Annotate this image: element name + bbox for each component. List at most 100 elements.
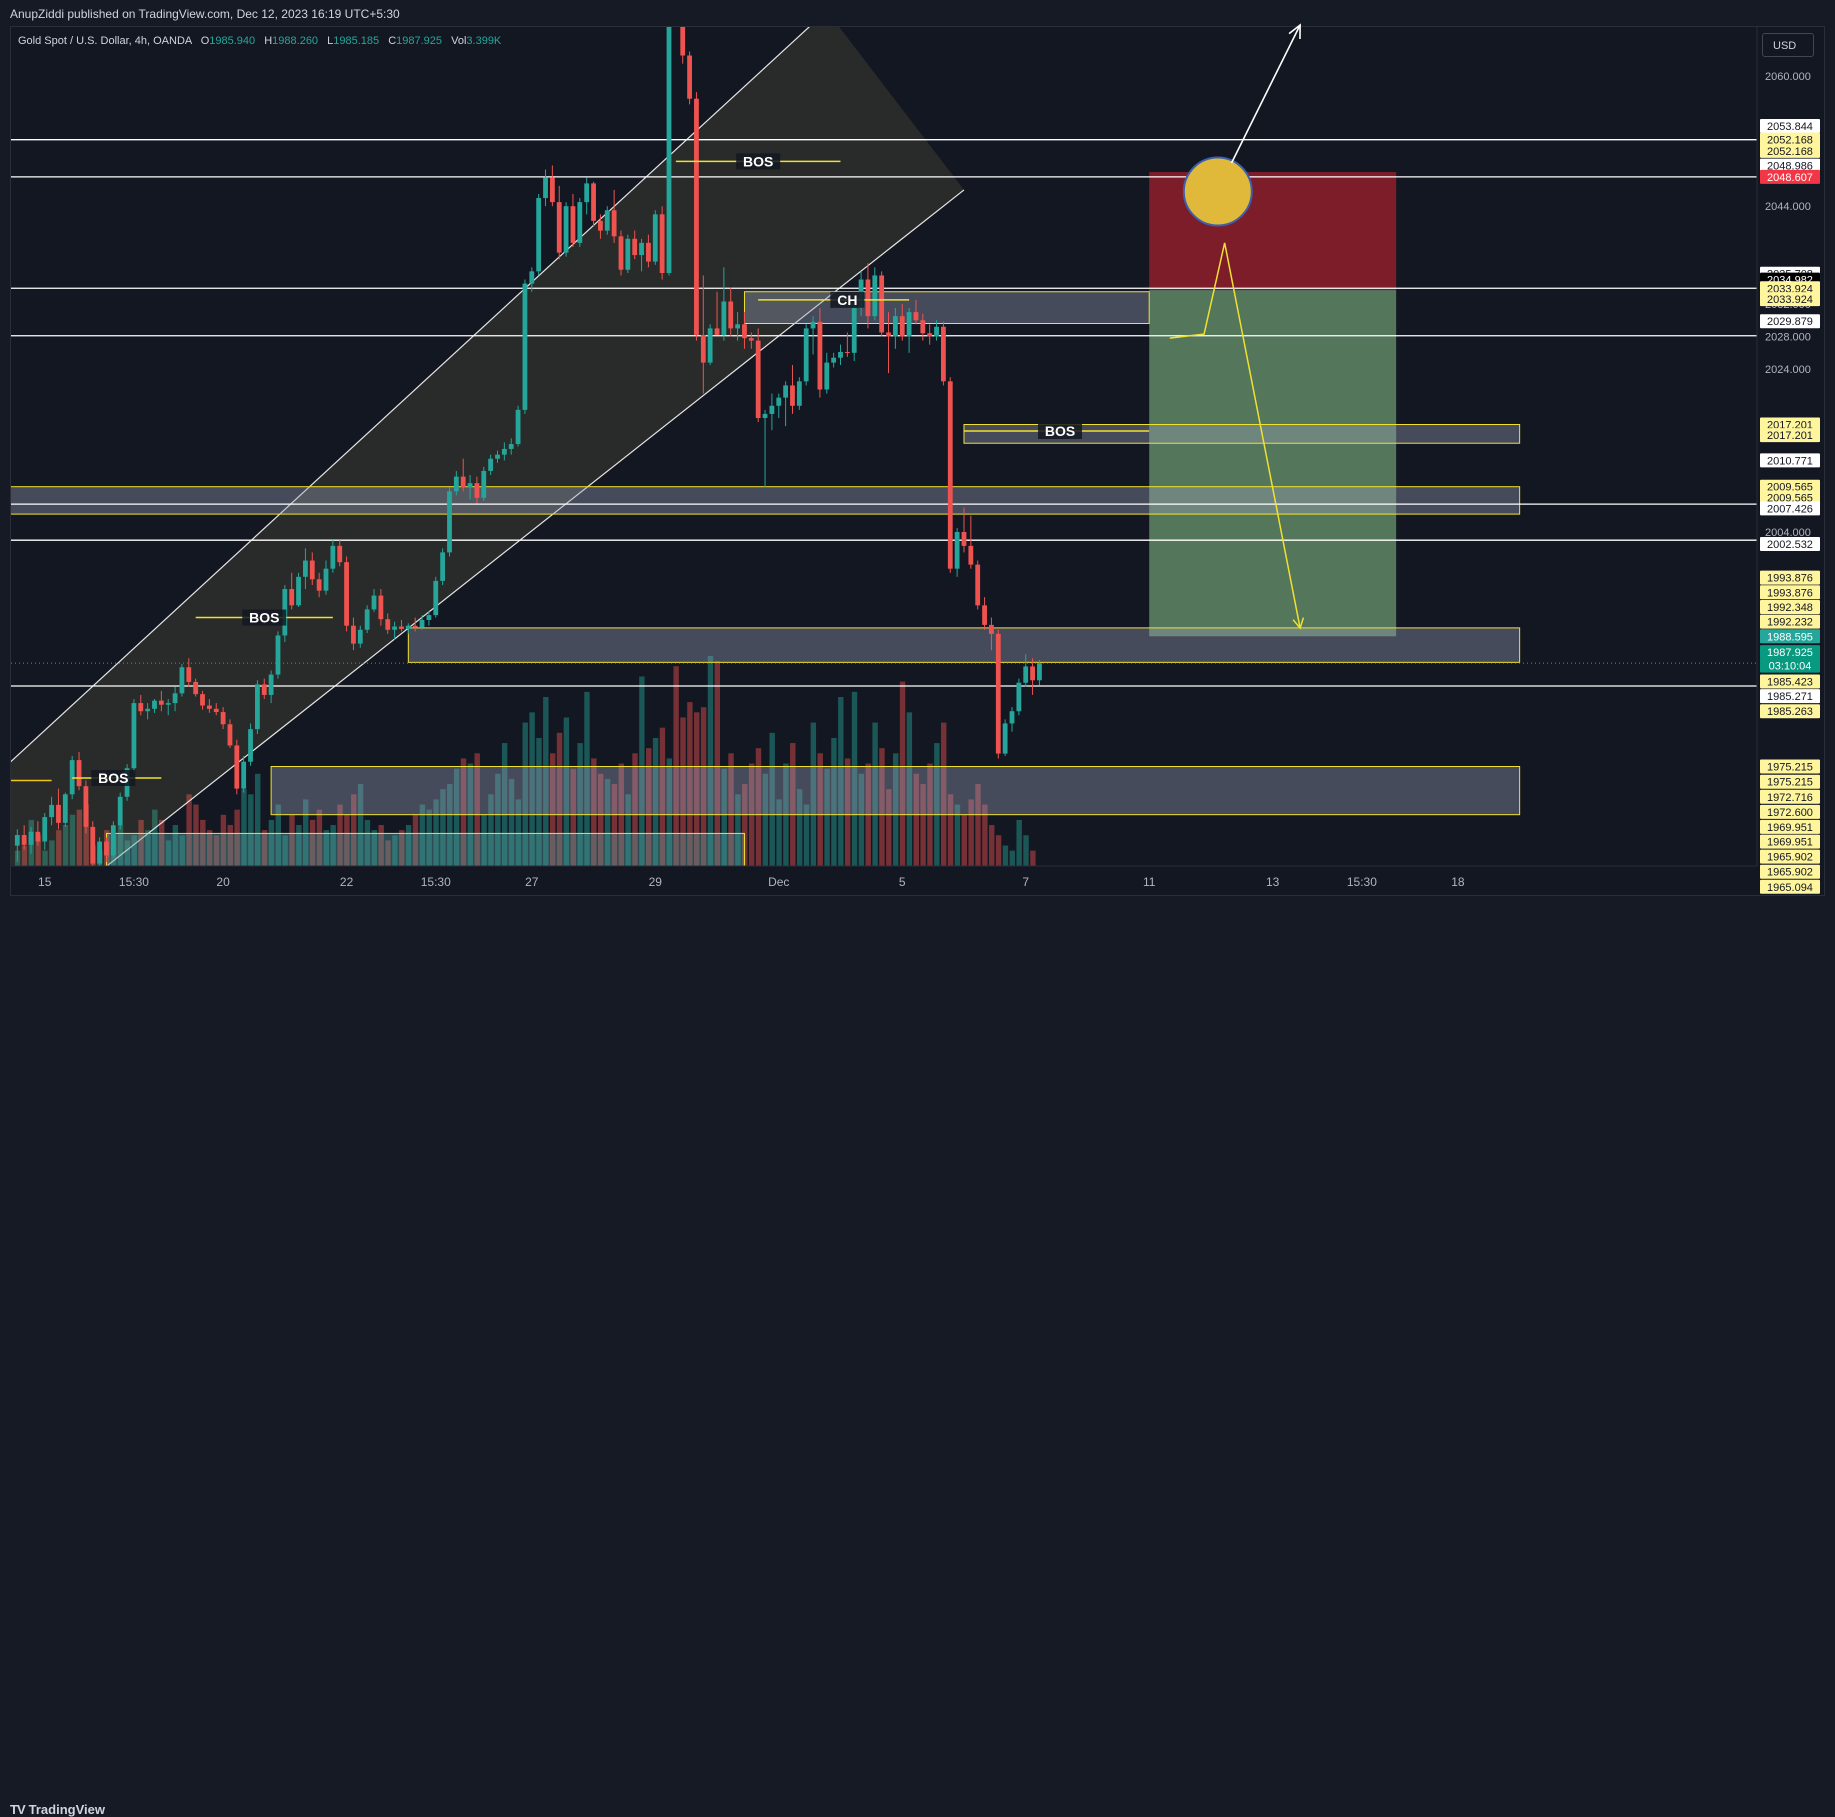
candle-body <box>419 620 425 628</box>
candle-body <box>440 552 446 581</box>
structure-label: BOS <box>1045 423 1075 439</box>
time-axis-tick: 22 <box>340 875 354 889</box>
tradingview-logo-icon: TV <box>10 1802 26 1817</box>
volume-bar <box>906 712 913 866</box>
structure-label-bg <box>736 153 781 170</box>
structure-label: CH <box>837 292 857 308</box>
volume-bar <box>584 691 590 866</box>
volume-bar <box>364 819 371 866</box>
candlestick-chart[interactable]: BOSCHBOSBOSBOS2060.0002044.0002032.00020… <box>0 0 1835 931</box>
candle-body <box>364 609 370 630</box>
candle-body <box>165 703 171 705</box>
volume-bar <box>419 804 426 866</box>
candle-body <box>735 324 740 329</box>
price-tag <box>1760 292 1820 307</box>
volume-bar <box>817 753 823 866</box>
structure-label-bg <box>242 609 287 626</box>
volume-bar <box>831 737 837 866</box>
low-label: L <box>327 35 334 47</box>
volume-bar <box>995 835 1002 866</box>
price-axis-tick: 2028.000 <box>1765 332 1811 344</box>
price-tag <box>1760 674 1820 689</box>
candle-body <box>255 684 260 730</box>
volume-bar <box>323 830 329 866</box>
candle-body <box>488 458 494 471</box>
candle-body <box>117 796 123 826</box>
volume-bar <box>735 794 741 866</box>
volume-bar <box>543 696 549 866</box>
candle-body <box>755 340 761 418</box>
candle-body <box>515 409 521 445</box>
volume-bar <box>213 835 220 866</box>
candle-body <box>666 27 672 273</box>
candle-body <box>906 312 912 337</box>
channel-lower-line <box>105 189 965 866</box>
candle-body <box>234 745 240 789</box>
volume-bar <box>193 804 199 866</box>
price-axis-tick: 2044.000 <box>1765 201 1811 213</box>
volume-value: 3.399K <box>466 35 502 47</box>
footer-bar: TV TradingView <box>0 896 1835 1817</box>
volume-bar <box>138 819 144 866</box>
volume-bar <box>762 773 769 866</box>
price-tag <box>1760 704 1820 719</box>
price-axis-tick: 2024.000 <box>1765 364 1811 376</box>
candle-body <box>892 316 898 337</box>
volume-bar <box>522 722 528 866</box>
volume-bar <box>556 732 563 866</box>
candle-body <box>309 560 315 580</box>
candle-body <box>110 825 116 856</box>
candle-body <box>803 328 809 382</box>
price-tag <box>1760 143 1820 158</box>
volume-bar <box>858 773 865 866</box>
volume-bar <box>371 830 378 866</box>
currency-button[interactable]: USD <box>1762 33 1814 57</box>
gold-circle-marker <box>1182 156 1253 227</box>
price-tag <box>1760 570 1820 585</box>
candle-body <box>330 545 336 569</box>
volume-bar <box>261 830 268 866</box>
volume-bar <box>886 789 892 866</box>
volume-bar <box>851 691 858 866</box>
candle-body <box>570 206 576 243</box>
candle-body <box>961 532 967 546</box>
volume-bar <box>220 814 227 866</box>
volume-bar <box>49 840 55 866</box>
candle-body <box>783 385 789 398</box>
candle-body <box>56 804 61 823</box>
price-tag <box>1760 759 1820 774</box>
candle-body <box>495 454 500 459</box>
volume-bar <box>21 845 28 866</box>
projection-path <box>1169 242 1301 629</box>
candle-body <box>817 321 823 390</box>
supply-demand-zone <box>743 291 1150 325</box>
volume-bar <box>879 748 885 866</box>
volume-bar <box>824 768 830 866</box>
price-tag-label: 2048.986 <box>1767 161 1813 173</box>
price-tag <box>1760 417 1820 432</box>
volume-bar <box>687 702 693 866</box>
volume-bar <box>124 840 131 866</box>
volume-bar <box>426 809 432 866</box>
price-tag <box>1760 490 1820 505</box>
volume-bar <box>961 814 967 866</box>
price-axis-tick: 2060.000 <box>1765 71 1811 83</box>
tradingview-logo[interactable]: TV TradingView <box>10 1802 105 1817</box>
supply-demand-zone <box>963 423 1521 444</box>
supply-demand-zone <box>407 627 1521 663</box>
supply-demand-zone <box>11 486 1521 515</box>
candle-body <box>296 576 301 606</box>
volume-bar <box>206 830 213 866</box>
candle-body <box>76 760 82 787</box>
volume-bar <box>536 737 542 866</box>
volume-bar <box>179 835 185 866</box>
volume-bar <box>1002 845 1009 866</box>
price-tag-label: 2048.607 <box>1767 172 1813 184</box>
time-axis-tick: 15:30 <box>119 875 149 889</box>
candle-body <box>21 835 27 845</box>
candle-body <box>529 271 535 284</box>
price-tag-label: 1975.215 <box>1767 762 1813 774</box>
candle-body <box>412 625 418 628</box>
candle-body <box>248 729 253 762</box>
chart-area[interactable] <box>10 26 1825 896</box>
